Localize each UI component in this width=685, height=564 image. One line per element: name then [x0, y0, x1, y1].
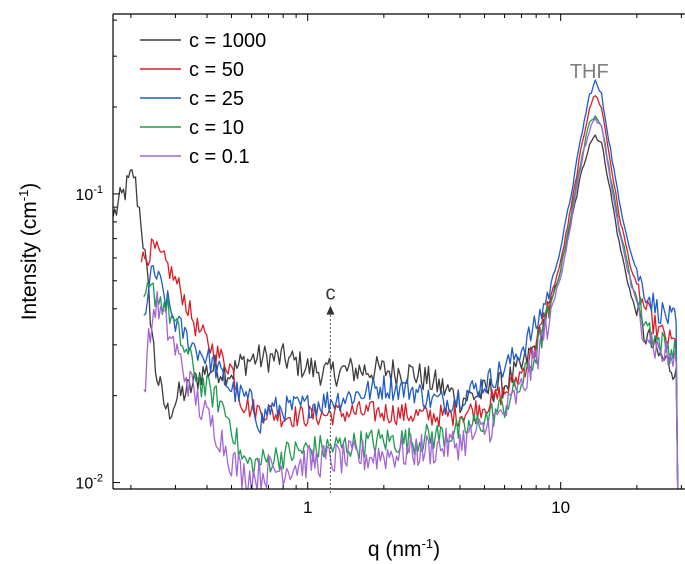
legend-label-c-10: c = 10	[189, 117, 244, 139]
series-layer	[113, 79, 679, 489]
y-tick-label: 10-2	[75, 473, 103, 493]
legend-label-c-0-1: c = 0.1	[189, 146, 250, 168]
x-tick-label: 1	[303, 498, 312, 517]
series-line-c-1000	[113, 134, 679, 489]
legend-label-c-1000: c = 1000	[189, 30, 266, 52]
series-line-c-0-1	[143, 117, 679, 489]
annotation-layer: THF c	[325, 61, 609, 494]
x-axis-label: q (nm-1)	[368, 536, 440, 561]
axis-labels: q (nm-1) Intensity (cm-1)	[16, 183, 440, 561]
series-line-c-50	[140, 95, 679, 489]
legend: c = 1000 c = 50 c = 25 c = 10 c = 0.1	[140, 30, 266, 168]
legend-label-c-25: c = 25	[189, 88, 244, 110]
series-line-c-25	[143, 79, 679, 489]
thf-peak-label: THF	[570, 61, 609, 83]
arrow-label: c	[325, 283, 335, 305]
arrow-head	[326, 305, 335, 315]
axes-layer: 1 10 10-2 10-1	[75, 13, 685, 517]
y-tick-label: 10-1	[75, 184, 103, 204]
legend-label-c-50: c = 50	[189, 59, 244, 81]
y-axis-label: Intensity (cm-1)	[16, 183, 41, 321]
x-tick-label: 10	[551, 498, 570, 517]
series-line-c-10	[143, 115, 679, 489]
